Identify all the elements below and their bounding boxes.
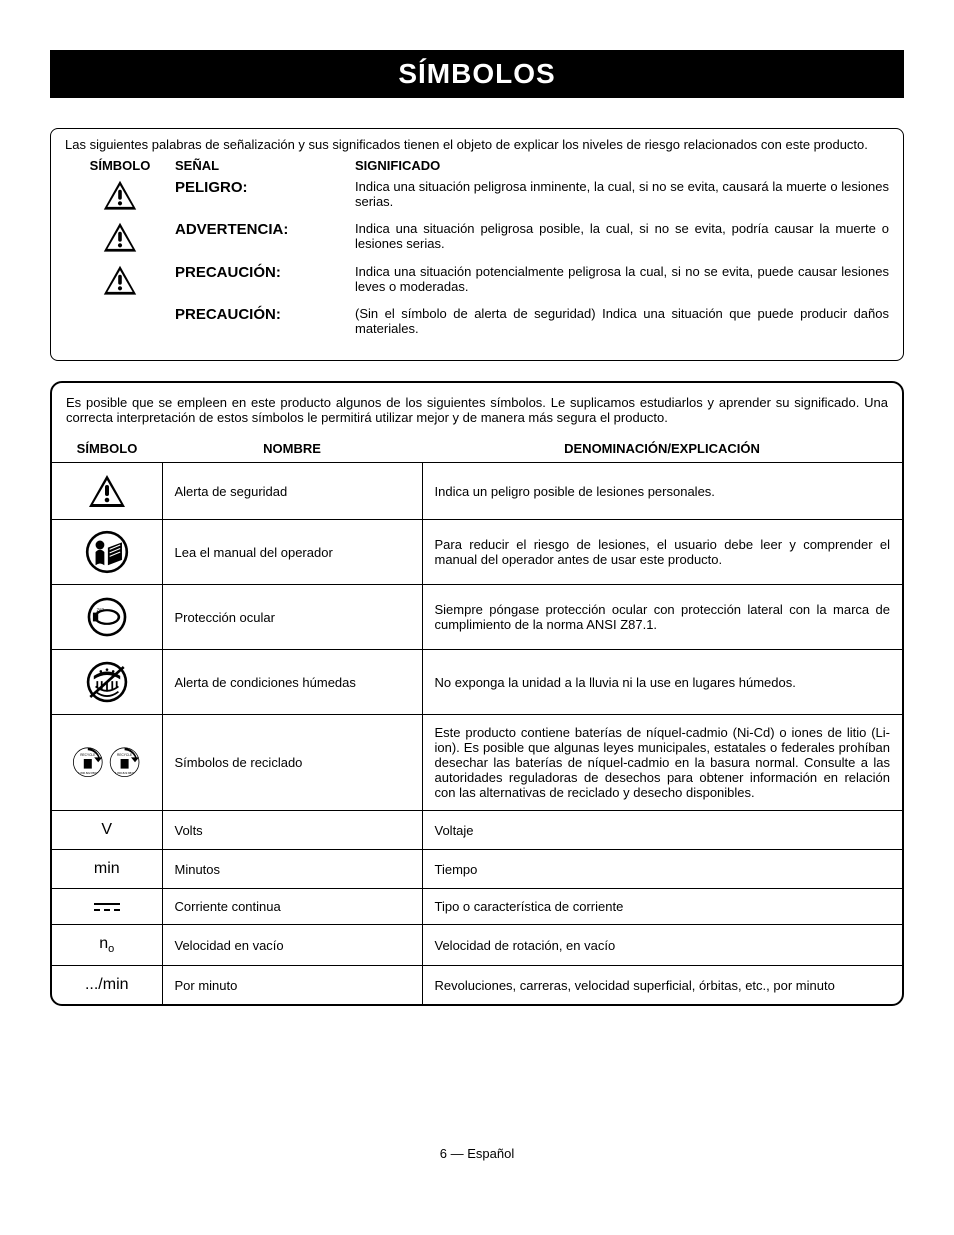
signal-symbol-cell [65, 179, 175, 211]
symbols-header-desc: DENOMINACIÓN/EXPLICACIÓN [422, 435, 902, 463]
symbol-row: Lea el manual del operadorPara reducir e… [52, 520, 902, 585]
page-footer: 6 — Español [50, 1146, 904, 1161]
svg-text:1.800.822.8837: 1.800.822.8837 [78, 771, 98, 775]
symbol-name: Corriente continua [162, 889, 422, 925]
signal-symbol-cell [65, 264, 175, 296]
symbol-row: .../min Por minutoRevoluciones, carreras,… [52, 966, 902, 1005]
symbol-row: no Velocidad en vacíoVelocidad de rotació… [52, 925, 902, 966]
symbols-header-name: NOMBRE [162, 435, 422, 463]
alert-triangle-icon [102, 221, 138, 253]
no-load-glyph: no [99, 935, 114, 952]
symbol-row: Alerta de seguridadIndica un peligro pos… [52, 463, 902, 520]
eye-protection-icon: Z87 [85, 595, 129, 639]
signal-meaning: Indica una situación peligrosa posible, … [355, 221, 889, 251]
svg-text:RECYCLE: RECYCLE [117, 752, 132, 756]
symbol-name: Por minuto [162, 966, 422, 1005]
signal-word: PRECAUCIÓN: [175, 306, 355, 323]
signal-meaning: (Sin el símbolo de alerta de seguridad) … [355, 306, 889, 336]
symbol-icon-cell: no [52, 925, 162, 966]
svg-text:Z87: Z87 [96, 608, 104, 613]
symbol-icon-cell [52, 463, 162, 520]
symbol-row: Corriente continuaTipo o característica … [52, 889, 902, 925]
signal-meaning: Indica una situación peligrosa inminente… [355, 179, 889, 209]
signal-word: PELIGRO: [175, 179, 355, 196]
read-manual-icon [85, 530, 129, 574]
signal-meaning: Indica una situación potencialmente peli… [355, 264, 889, 294]
min-glyph: min [94, 860, 120, 877]
symbol-desc: No exponga la unidad a la lluvia ni la u… [422, 650, 902, 715]
symbol-row: Alerta de condiciones húmedasNo exponga … [52, 650, 902, 715]
symbol-desc: Revoluciones, carreras, velocidad superf… [422, 966, 902, 1005]
symbol-desc: Tipo o característica de corriente [422, 889, 902, 925]
symbol-desc: Tiempo [422, 850, 902, 889]
symbol-name: Velocidad en vacío [162, 925, 422, 966]
symbol-desc: Velocidad de rotación, en vacío [422, 925, 902, 966]
symbol-row: Z87 Protección ocularSiempre póngase pro… [52, 585, 902, 650]
volts-glyph: V [101, 821, 112, 838]
symbol-icon-cell: RECYCLE 1.800.822.8837 RECYCLE 1.800.822… [52, 715, 162, 811]
svg-text:1.800.822.8837: 1.800.822.8837 [115, 771, 135, 775]
symbol-row: V VoltsVoltaje [52, 811, 902, 850]
symbol-row: RECYCLE 1.800.822.8837 RECYCLE 1.800.822… [52, 715, 902, 811]
symbol-name: Alerta de condiciones húmedas [162, 650, 422, 715]
symbols-header-row: SÍMBOLO NOMBRE DENOMINACIÓN/EXPLICACIÓN [52, 435, 902, 463]
symbol-icon-cell [52, 520, 162, 585]
symbol-name: Protección ocular [162, 585, 422, 650]
signal-header-row: SÍMBOLO SEÑAL SIGNIFICADO [65, 158, 889, 173]
symbol-name: Minutos [162, 850, 422, 889]
signal-words-box: Las siguientes palabras de señalización … [50, 128, 904, 361]
signal-word: PRECAUCIÓN: [175, 264, 355, 281]
symbol-name: Volts [162, 811, 422, 850]
signal-header-symbol: SÍMBOLO [65, 158, 175, 173]
symbol-icon-cell: V [52, 811, 162, 850]
dc-current-icon [92, 900, 122, 914]
recycle-icon: RECYCLE 1.800.822.8837 RECYCLE 1.800.822… [67, 741, 147, 785]
symbols-intro: Es posible que se empleen en este produc… [52, 395, 902, 435]
symbol-desc: Voltaje [422, 811, 902, 850]
signal-row: PELIGRO:Indica una situación peligrosa i… [65, 179, 889, 211]
alert-triangle-icon [87, 473, 127, 509]
symbol-icon-cell [52, 889, 162, 925]
symbol-name: Símbolos de reciclado [162, 715, 422, 811]
symbol-icon-cell: Z87 [52, 585, 162, 650]
signal-intro: Las siguientes palabras de señalización … [65, 137, 889, 152]
symbol-desc: Para reducir el riesgo de lesiones, el u… [422, 520, 902, 585]
symbol-name: Lea el manual del operador [162, 520, 422, 585]
symbol-row: min MinutosTiempo [52, 850, 902, 889]
symbols-box: Es posible que se empleen en este produc… [50, 381, 904, 1006]
symbol-desc: Este producto contiene baterías de níque… [422, 715, 902, 811]
wet-conditions-icon [85, 660, 129, 704]
signal-row: PRECAUCIÓN:(Sin el símbolo de alerta de … [65, 306, 889, 336]
symbols-table: SÍMBOLO NOMBRE DENOMINACIÓN/EXPLICACIÓN … [52, 435, 902, 1004]
symbols-header-symbol: SÍMBOLO [52, 435, 162, 463]
symbol-desc: Siempre póngase protección ocular con pr… [422, 585, 902, 650]
signal-header-meaning: SIGNIFICADO [355, 158, 889, 173]
signal-word: ADVERTENCIA: [175, 221, 355, 238]
alert-triangle-icon [102, 264, 138, 296]
symbol-name: Alerta de seguridad [162, 463, 422, 520]
symbol-desc: Indica un peligro posible de lesiones pe… [422, 463, 902, 520]
symbol-icon-cell: min [52, 850, 162, 889]
signal-row: ADVERTENCIA:Indica una situación peligro… [65, 221, 889, 253]
alert-triangle-icon [102, 179, 138, 211]
svg-text:RECYCLE: RECYCLE [80, 752, 95, 756]
signal-row: PRECAUCIÓN:Indica una situación potencia… [65, 264, 889, 296]
signal-header-signal: SEÑAL [175, 158, 355, 173]
signal-symbol-cell [65, 221, 175, 253]
per-min-glyph: .../min [85, 976, 129, 993]
symbol-icon-cell [52, 650, 162, 715]
page-title: SÍMBOLOS [50, 50, 904, 98]
symbol-icon-cell: .../min [52, 966, 162, 1005]
